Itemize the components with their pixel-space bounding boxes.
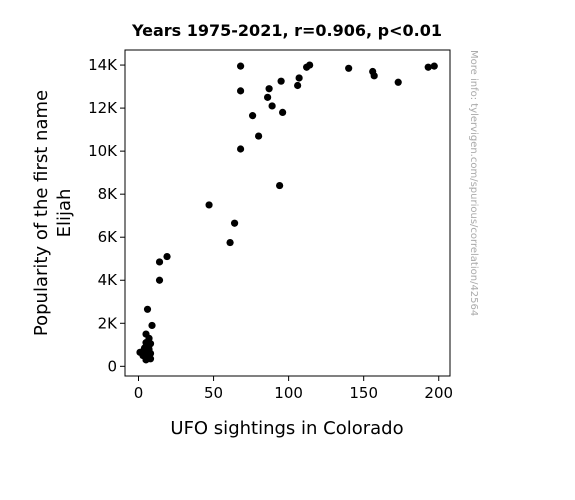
x-tick-label: 50 bbox=[204, 384, 223, 402]
plot-frame bbox=[124, 49, 451, 377]
data-point bbox=[268, 102, 276, 110]
data-point bbox=[277, 77, 285, 85]
y-axis-label-line-1: Popularity of the first name bbox=[31, 90, 52, 336]
x-axis-label: UFO sightings in Colorado bbox=[170, 418, 403, 439]
data-point bbox=[295, 74, 303, 82]
y-tick-label: 4K bbox=[98, 271, 119, 289]
data-point bbox=[294, 81, 302, 90]
data-point bbox=[143, 305, 152, 313]
data-points bbox=[136, 61, 438, 364]
axis-ticks: 0 50 100 150 200 0 2K 4K 6K 8K 10K 12K 14K bbox=[88, 56, 453, 402]
data-point bbox=[236, 62, 245, 70]
data-point bbox=[279, 108, 287, 117]
x-tick-label: 100 bbox=[274, 384, 303, 402]
data-point bbox=[394, 78, 402, 86]
data-point bbox=[345, 64, 353, 72]
y-tick-label: 2K bbox=[98, 314, 119, 332]
data-point bbox=[163, 252, 171, 261]
y-tick-label: 0 bbox=[107, 357, 117, 375]
data-point bbox=[236, 145, 245, 153]
x-tick-label: 0 bbox=[134, 384, 144, 402]
y-tick-label: 12K bbox=[88, 99, 118, 117]
data-point bbox=[424, 63, 432, 71]
data-point bbox=[264, 93, 272, 101]
data-point bbox=[146, 340, 155, 348]
data-point bbox=[226, 238, 234, 247]
data-point bbox=[370, 72, 378, 80]
y-axis-label-line-2: Elijah bbox=[54, 189, 75, 238]
chart-title: Years 1975-2021, r=0.906, p<0.01 bbox=[131, 21, 442, 40]
data-point bbox=[430, 62, 438, 70]
y-tick-label: 14K bbox=[88, 56, 118, 74]
data-point bbox=[230, 219, 239, 227]
data-point bbox=[255, 132, 263, 140]
y-tick-label: 6K bbox=[98, 228, 119, 246]
data-point bbox=[146, 349, 155, 358]
data-point bbox=[306, 61, 314, 69]
x-tick-label: 200 bbox=[424, 384, 453, 402]
data-point bbox=[155, 258, 164, 266]
data-point bbox=[205, 201, 213, 209]
source-note: More info: tylervigen.com/spurious/corre… bbox=[468, 50, 479, 316]
data-point bbox=[148, 321, 156, 330]
y-tick-label: 8K bbox=[98, 185, 119, 203]
y-tick-label: 10K bbox=[88, 142, 118, 160]
data-point bbox=[265, 85, 273, 93]
data-point bbox=[276, 181, 284, 190]
data-point bbox=[155, 276, 164, 284]
data-point bbox=[236, 87, 245, 95]
x-tick-label: 150 bbox=[349, 384, 378, 402]
data-point bbox=[248, 112, 257, 120]
data-point bbox=[146, 355, 155, 363]
